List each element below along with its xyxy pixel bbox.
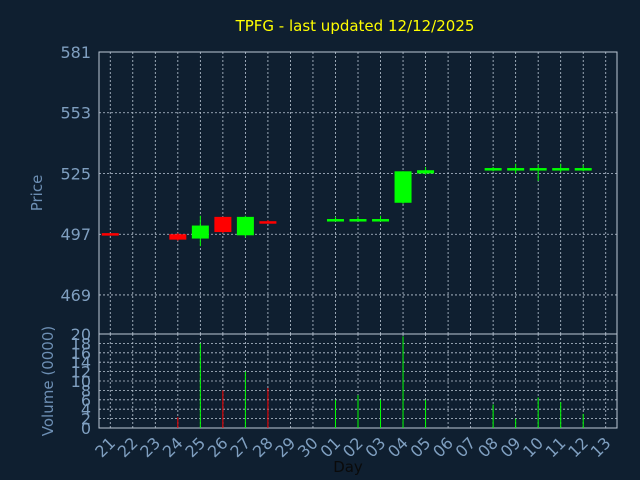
candle-body — [191, 225, 209, 239]
candle-body — [484, 168, 502, 171]
candle — [326, 216, 344, 222]
candle — [372, 215, 390, 222]
candle — [484, 166, 502, 172]
candle-body — [259, 221, 277, 224]
volume-y-tick-label: 16 — [71, 344, 91, 363]
candle-body — [236, 216, 254, 236]
candle-body — [574, 168, 592, 171]
volume-y-tick-label: 0 — [81, 419, 91, 438]
volume-y-tick-label: 2 — [81, 410, 91, 429]
candle-body — [101, 233, 119, 236]
candle — [417, 166, 435, 175]
chart-title: TPFG - last updated 12/12/2025 — [235, 17, 475, 35]
price-y-ticks: 581 553 525 497 469 — [60, 43, 91, 305]
candle — [574, 164, 592, 172]
price-panel: 581 553 525 497 469 Price — [28, 43, 618, 335]
candle-body — [552, 168, 570, 171]
price-y-tick-label: 581 — [60, 43, 91, 62]
candle-body — [529, 168, 547, 171]
candle-body — [372, 219, 390, 222]
candle — [236, 215, 254, 238]
candle-body — [214, 216, 232, 233]
candle — [552, 163, 570, 173]
candle — [101, 233, 119, 236]
candlesticks — [101, 163, 592, 247]
price-y-tick-label: 497 — [60, 225, 91, 244]
volume-y-tick-label: 6 — [81, 391, 91, 410]
volume-y-tick-label: 20 — [71, 325, 91, 344]
x-tick-label: 13 — [587, 433, 615, 461]
volume-axis-label: Volume (0000) — [39, 326, 57, 436]
candle — [507, 163, 525, 174]
candle — [394, 171, 412, 204]
candle — [529, 164, 547, 182]
volume-y-tick-label: 8 — [81, 381, 91, 400]
candle-body — [349, 219, 367, 222]
candle — [214, 216, 232, 234]
candle-body — [507, 168, 525, 171]
candle-body — [417, 170, 435, 174]
candle-body — [394, 171, 412, 203]
price-y-tick-label: 469 — [60, 286, 91, 305]
volume-y-tick-label: 4 — [81, 400, 91, 419]
volume-y-tick-label: 12 — [71, 363, 91, 382]
price-grid — [99, 51, 617, 334]
volume-y-tick-label: 14 — [71, 353, 91, 372]
volume-y-tick-label: 10 — [71, 372, 91, 391]
x-axis-label: Day — [333, 458, 363, 476]
price-axis-label: Price — [28, 175, 46, 212]
volume-bars — [177, 336, 584, 428]
price-y-tick-label: 553 — [60, 104, 91, 123]
volume-y-tick-label: 18 — [71, 334, 91, 353]
candle-body — [326, 219, 344, 222]
candle — [169, 233, 187, 241]
candle — [349, 216, 367, 222]
candle — [259, 220, 277, 224]
candle — [191, 215, 209, 247]
price-y-tick-label: 525 — [60, 164, 91, 183]
candle-body — [169, 234, 187, 240]
